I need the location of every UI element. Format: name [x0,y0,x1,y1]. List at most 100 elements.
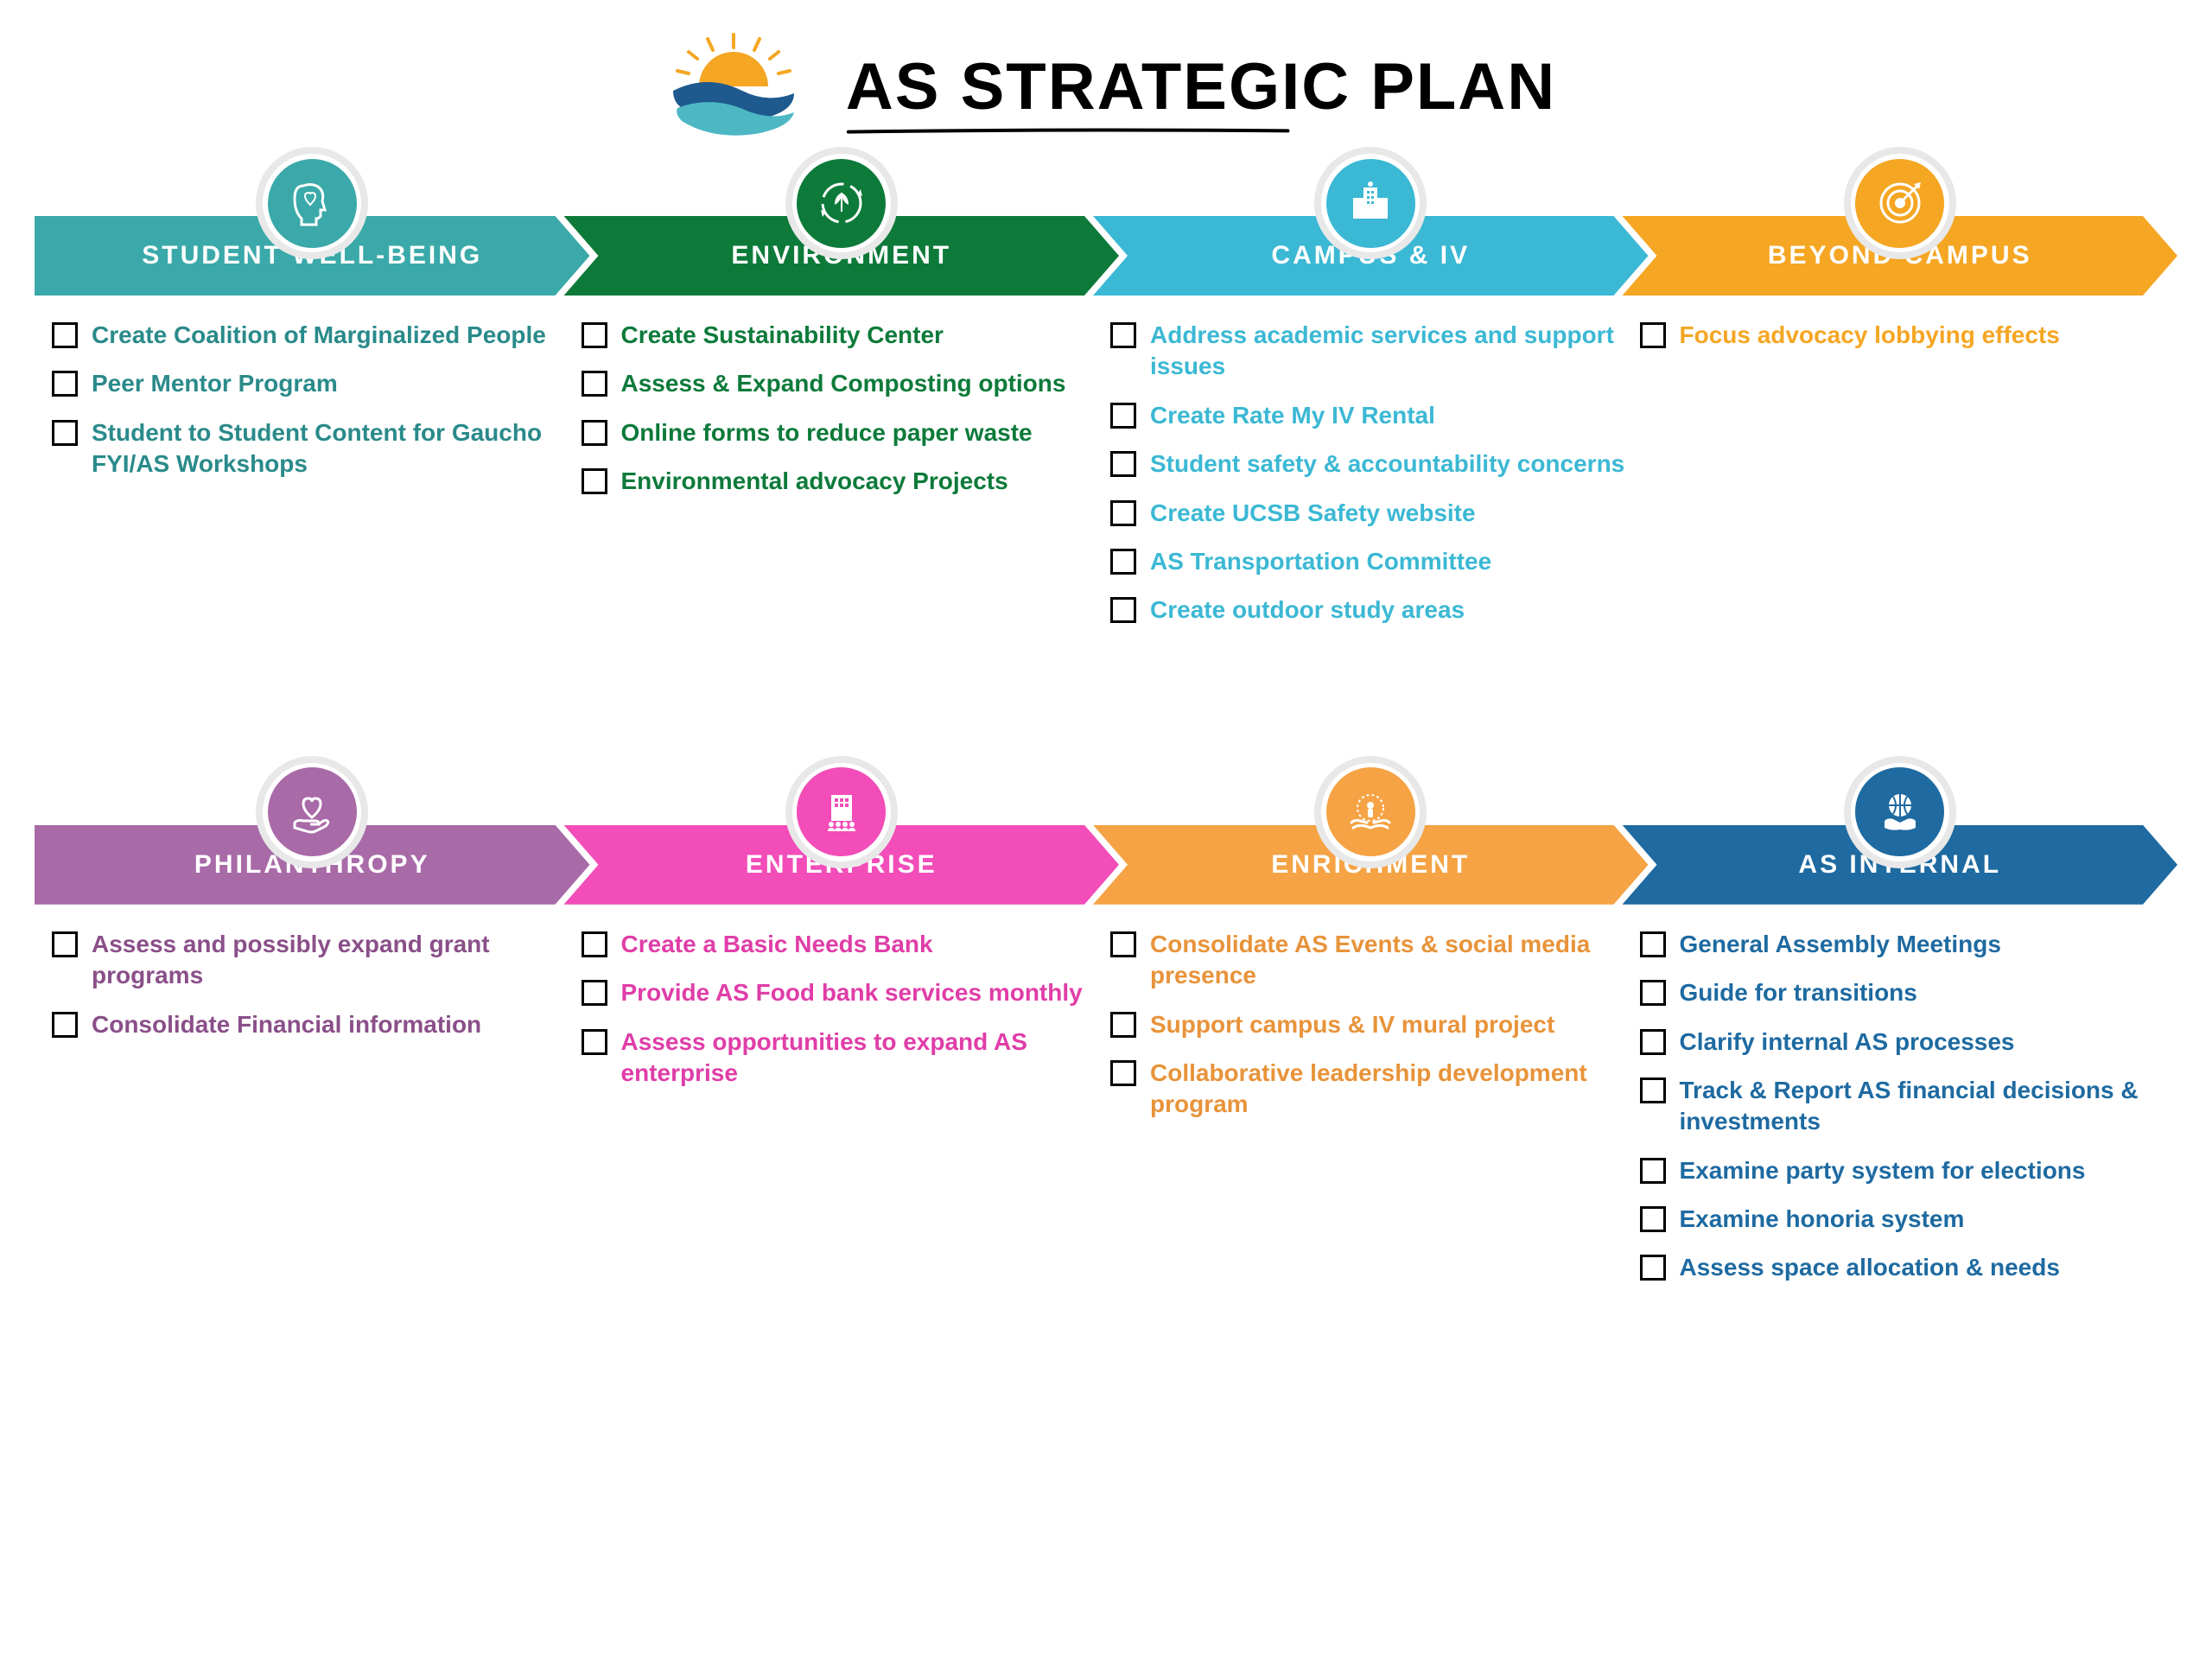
pillar: ENVIRONMENTCreate Sustainability CenterA… [564,216,1120,644]
checklist-item: Online forms to reduce paper waste [582,417,1103,448]
checklist-item-text: General Assembly Meetings [1680,929,2001,960]
checkbox[interactable] [582,371,607,397]
checkbox[interactable] [1640,1206,1666,1232]
pillar-row: PHILANTHROPYAssess and possibly expand g… [35,825,2177,1301]
checkbox[interactable] [1640,1029,1666,1055]
checkbox[interactable] [1640,931,1666,957]
pillar-icon-badge [1844,756,1956,868]
checklist-item: Examine honoria system [1640,1204,2161,1235]
checklist-item-text: Guide for transitions [1680,977,1917,1008]
checkbox[interactable] [582,420,607,446]
building-icon [1326,159,1415,248]
pillar-icon-badge [1314,147,1427,259]
checkbox[interactable] [1110,549,1136,575]
checkbox[interactable] [1110,451,1136,477]
checklist-item: Track & Report AS financial decisions & … [1640,1075,2161,1138]
pillar: ENTERPRISECreate a Basic Needs BankProvi… [564,825,1120,1301]
pillar-items: Create a Basic Needs BankProvide AS Food… [564,905,1120,1090]
checklist-item-text: Assess opportunities to expand AS enterp… [621,1027,1103,1090]
checklist-item: AS Transportation Committee [1110,546,1631,577]
checkbox[interactable] [582,931,607,957]
checkbox[interactable] [1110,597,1136,623]
checklist-item: Create Coalition of Marginalized People [52,320,573,351]
checklist-item-text: Collaborative leadership development pro… [1150,1058,1631,1121]
checklist-item: Create Sustainability Center [582,320,1103,351]
pillar-icon-badge [785,147,898,259]
checkbox[interactable] [582,322,607,348]
checklist-item: Environmental advocacy Projects [582,466,1103,497]
checklist-item: Create a Basic Needs Bank [582,929,1103,960]
checkbox[interactable] [1640,322,1666,348]
pillar-icon-badge [1844,147,1956,259]
checklist-item: General Assembly Meetings [1640,929,2161,960]
checkbox[interactable] [1640,1077,1666,1103]
checklist-item-text: Examine party system for elections [1680,1155,2086,1186]
checklist-item-text: AS Transportation Committee [1150,546,1491,577]
checkbox[interactable] [52,1012,78,1038]
checklist-item-text: Assess and possibly expand grant program… [92,929,573,992]
pillar-items: Assess and possibly expand grant program… [35,905,590,1040]
checkbox[interactable] [1110,322,1136,348]
checklist-item-text: Create Sustainability Center [621,320,944,351]
checklist-item: Student to Student Content for Gaucho FY… [52,417,573,480]
checkbox[interactable] [1110,1012,1136,1038]
pillar: BEYOND CAMPUSFocus advocacy lobbying eff… [1623,216,2178,644]
checkbox[interactable] [582,1029,607,1055]
checklist-item: Assess opportunities to expand AS enterp… [582,1027,1103,1090]
checkbox[interactable] [582,980,607,1006]
pillar-icon-badge [256,147,368,259]
building-people-icon [797,767,886,856]
checkbox[interactable] [582,468,607,494]
checklist-item: Create Rate My IV Rental [1110,400,1631,431]
checklist-item: Assess and possibly expand grant program… [52,929,573,992]
checkbox[interactable] [1640,1158,1666,1184]
checklist-item: Consolidate AS Events & social media pre… [1110,929,1631,992]
checklist-item-text: Assess space allocation & needs [1680,1252,2060,1283]
checklist-item: Create UCSB Safety website [1110,498,1631,529]
pillar-items: Address academic services and support is… [1093,296,1649,626]
checklist-item: Assess & Expand Composting options [582,368,1103,399]
target-icon [1855,159,1944,248]
pillar-items: Create Coalition of Marginalized People P… [35,296,590,480]
pillar-icon-badge [785,756,898,868]
checkbox[interactable] [1110,403,1136,429]
head-heart-icon [268,159,357,248]
checklist-item-text: Create outdoor study areas [1150,594,1465,626]
checklist-item-text: Peer Mentor Program [92,368,338,399]
checkbox[interactable] [52,931,78,957]
checklist-item-text: Consolidate Financial information [92,1009,481,1040]
pillar-items: Consolidate AS Events & social media pre… [1093,905,1649,1121]
checklist-item-text: Support campus & IV mural project [1150,1009,1554,1040]
globe-hands-icon [1855,767,1944,856]
checkbox[interactable] [52,371,78,397]
checklist-item-text: Consolidate AS Events & social media pre… [1150,929,1631,992]
checklist-item-text: Create a Basic Needs Bank [621,929,933,960]
checklist-item-text: Student to Student Content for Gaucho FY… [92,417,573,480]
checklist-item: Consolidate Financial information [52,1009,573,1040]
checklist-item-text: Address academic services and support is… [1150,320,1631,383]
checkbox[interactable] [1640,980,1666,1006]
hand-heart-icon [268,767,357,856]
checkbox[interactable] [1110,500,1136,526]
checkbox[interactable] [1110,931,1136,957]
checklist-item-text: Focus advocacy lobbying effects [1680,320,2060,351]
pillar-items: Focus advocacy lobbying effects [1623,296,2178,351]
checkbox[interactable] [52,322,78,348]
checklist-item: Support campus & IV mural project [1110,1009,1631,1040]
page-title: AS STRATEGIC PLAN [846,49,1556,124]
checkbox[interactable] [1110,1060,1136,1086]
checklist-item-text: Online forms to reduce paper waste [621,417,1033,448]
pillar-items: Create Sustainability Center Assess & Exp… [564,296,1120,498]
checklist-item: Create outdoor study areas [1110,594,1631,626]
checklist-item: Focus advocacy lobbying effects [1640,320,2161,351]
pillar-row: STUDENT WELL-BEINGCreate Coalition of Ma… [35,216,2177,644]
checklist-item: Collaborative leadership development pro… [1110,1058,1631,1121]
pillar-items: General Assembly Meetings Guide for trans… [1623,905,2178,1284]
checklist-item: Address academic services and support is… [1110,320,1631,383]
checkbox[interactable] [52,420,78,446]
checklist-item: Guide for transitions [1640,977,2161,1008]
checklist-item-text: Track & Report AS financial decisions & … [1680,1075,2161,1138]
checklist-item-text: Environmental advocacy Projects [621,466,1008,497]
checkbox[interactable] [1640,1255,1666,1281]
header: AS STRATEGIC PLAN [35,26,2177,147]
